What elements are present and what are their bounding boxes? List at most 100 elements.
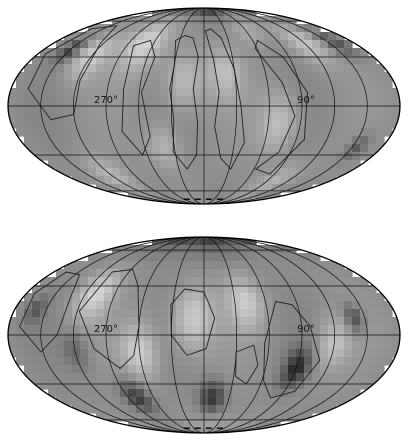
intensity-cell: [288, 261, 297, 270]
intensity-cell: [112, 269, 121, 278]
intensity-cell: [56, 373, 65, 382]
intensity-cell: [240, 245, 249, 254]
intensity-cell: [48, 120, 57, 129]
intensity-cell: [384, 120, 393, 129]
intensity-cell: [280, 277, 289, 286]
intensity-cell: [112, 405, 121, 414]
intensity-cell: [280, 176, 289, 185]
intensity-cell: [24, 301, 33, 310]
intensity-cell: [360, 365, 369, 374]
intensity-cell: [72, 64, 81, 73]
intensity-cell: [216, 176, 225, 185]
intensity-cell: [344, 381, 353, 390]
intensity-cell: [168, 48, 177, 57]
intensity-cell: [272, 160, 281, 169]
intensity-cell: [256, 104, 265, 113]
intensity-cell: [176, 112, 185, 121]
intensity-cell: [368, 96, 377, 105]
intensity-cell: [128, 24, 137, 33]
intensity-cell: [256, 421, 265, 430]
intensity-cell: [160, 136, 169, 145]
intensity-cell: [112, 381, 121, 390]
intensity-cell: [184, 341, 193, 350]
intensity-cell: [120, 72, 129, 81]
intensity-cell: [120, 200, 129, 204]
intensity-cell: [216, 136, 225, 145]
intensity-cell: [344, 309, 353, 318]
intensity-cell: [112, 365, 121, 374]
intensity-cell: [64, 301, 73, 310]
intensity-cell: [256, 184, 265, 193]
intensity-cell: [208, 8, 217, 17]
intensity-cell: [312, 160, 321, 169]
intensity-cell: [360, 333, 369, 342]
intensity-cell: [128, 88, 137, 97]
intensity-cell: [256, 72, 265, 81]
intensity-cell: [392, 429, 400, 433]
intensity-cell: [312, 293, 321, 302]
intensity-cell: [152, 357, 161, 366]
intensity-cell: [184, 397, 193, 406]
intensity-cell: [320, 160, 329, 169]
intensity-cell: [264, 64, 273, 73]
intensity-cell: [168, 96, 177, 105]
intensity-cell: [288, 88, 297, 97]
intensity-cell: [288, 120, 297, 129]
intensity-cell: [240, 253, 249, 262]
intensity-cell: [280, 293, 289, 302]
intensity-cell: [240, 317, 249, 326]
intensity-cell: [248, 245, 257, 254]
intensity-cell: [48, 429, 57, 433]
intensity-cell: [96, 309, 105, 318]
intensity-cell: [120, 397, 129, 406]
intensity-cell: [248, 365, 257, 374]
intensity-cell: [216, 128, 225, 137]
intensity-cell: [112, 389, 121, 398]
intensity-cell: [232, 293, 241, 302]
intensity-cell: [272, 365, 281, 374]
intensity-cell: [248, 32, 257, 41]
intensity-cell: [328, 277, 337, 286]
intensity-cell: [160, 277, 169, 286]
intensity-cell: [296, 152, 305, 161]
intensity-cell: [224, 317, 233, 326]
intensity-cell: [304, 373, 313, 382]
intensity-cell: [304, 200, 313, 204]
intensity-cell: [328, 136, 337, 145]
intensity-cell: [304, 413, 313, 422]
intensity-cell: [144, 405, 153, 414]
intensity-cell: [24, 357, 33, 366]
intensity-cell: [304, 381, 313, 390]
intensity-cell: [56, 56, 65, 65]
intensity-cell: [240, 16, 249, 25]
intensity-cell: [136, 168, 145, 177]
intensity-cell: [176, 104, 185, 113]
intensity-cell: [280, 341, 289, 350]
intensity-cell: [328, 80, 337, 89]
intensity-cell: [160, 309, 169, 318]
intensity-cell: [336, 152, 345, 161]
intensity-cell: [216, 277, 225, 286]
intensity-cell: [144, 333, 153, 342]
intensity-cell: [64, 144, 73, 153]
intensity-cell: [160, 32, 169, 41]
intensity-cell: [216, 253, 225, 262]
intensity-cell: [352, 285, 361, 294]
intensity-cell: [304, 64, 313, 73]
intensity-cell: [296, 261, 305, 270]
intensity-cell: [208, 112, 217, 121]
intensity-cell: [304, 341, 313, 350]
intensity-cell: [288, 16, 297, 25]
intensity-cell: [24, 128, 33, 137]
intensity-cell: [136, 120, 145, 129]
intensity-cell: [136, 32, 145, 41]
intensity-cell: [320, 389, 329, 398]
intensity-cell: [216, 301, 225, 310]
intensity-cell: [232, 245, 241, 254]
intensity-cell: [128, 192, 137, 201]
intensity-cell: [112, 160, 121, 169]
intensity-cell: [280, 261, 289, 270]
intensity-cell: [184, 301, 193, 310]
intensity-cell: [136, 261, 145, 270]
intensity-cell: [256, 112, 265, 121]
